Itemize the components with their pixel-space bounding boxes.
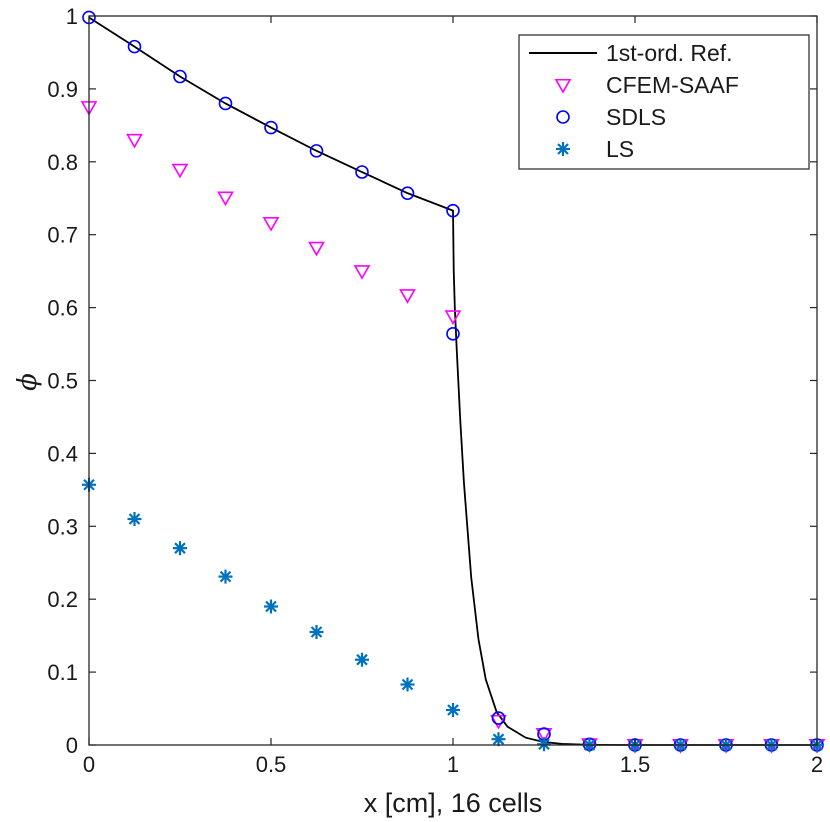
data-point-cfem-saaf <box>126 133 143 149</box>
data-point-sdls <box>264 120 278 135</box>
data-point-sdls <box>309 144 324 158</box>
data-point-ls <box>537 737 551 752</box>
data-point-cfem-saaf <box>308 241 325 257</box>
data-point-sdls <box>127 39 142 54</box>
y-tick-label: 0 <box>66 733 78 758</box>
y-axis-title: ϕ <box>13 373 43 391</box>
legend-label: CFEM-SAAF <box>606 72 739 98</box>
data-point-ls <box>173 541 187 556</box>
data-point-sdls <box>446 327 460 341</box>
data-point-cfem-saaf <box>262 216 280 232</box>
data-point-sdls <box>173 69 187 84</box>
legend-label: 1st-ord. Ref. <box>606 40 733 66</box>
y-tick-label: 1 <box>66 4 78 29</box>
data-point-ls <box>355 652 369 667</box>
x-tick-label: 0.5 <box>256 752 287 777</box>
x-tick-label: 1 <box>447 752 459 777</box>
legend-label: LS <box>606 136 634 162</box>
data-point-sdls <box>355 165 369 179</box>
ticks-layer: 0 0.5 1 1.5 2 0 0.1 0.2 0.3 0.4 0.5 0.6 0.7 0.8 0.9 1 <box>47 4 823 777</box>
data-point-ls <box>218 569 233 584</box>
x-tick-label: 2 <box>811 752 823 777</box>
y-tick-label: 0.4 <box>47 441 78 466</box>
data-point-cfem-saaf <box>217 191 234 207</box>
data-point-ls <box>309 625 324 640</box>
data-point-cfem-saaf <box>353 265 371 280</box>
x-tick-label: 1.5 <box>620 752 651 777</box>
data-point-cfem-saaf <box>490 714 507 730</box>
data-point-sdls <box>400 186 415 200</box>
y-tick-label: 0.5 <box>47 369 78 394</box>
data-point-sdls <box>446 203 460 218</box>
data-point-cfem-saaf <box>399 289 416 304</box>
y-tick-label: 0.7 <box>47 223 78 248</box>
x-axis-title: x [cm], 16 cells <box>364 788 543 818</box>
y-tick-label: 0.1 <box>47 660 78 685</box>
data-point-ls <box>264 599 278 614</box>
y-tick-label: 0.2 <box>47 587 78 612</box>
data-point-cfem-saaf <box>171 163 189 179</box>
data-point-ls <box>446 703 460 718</box>
data-point-ls <box>127 512 142 527</box>
y-tick-label: 0.3 <box>47 514 78 539</box>
legend-marker-ls <box>556 142 570 156</box>
y-tick-label: 0.6 <box>47 296 78 321</box>
y-tick-label: 0.8 <box>47 150 78 175</box>
data-point-ls <box>400 677 415 692</box>
data-point-sdls <box>218 96 233 111</box>
x-tick-label: 0 <box>83 752 95 777</box>
data-point-cfem-saaf <box>444 310 462 325</box>
data-point-sdls <box>491 711 506 725</box>
legend: 1st-ord. Ref. CFEM-SAAF SDLS LS <box>518 34 810 170</box>
legend-label: SDLS <box>606 104 666 130</box>
y-tick-label: 0.9 <box>47 77 78 102</box>
data-point-ls <box>491 732 506 747</box>
legend-marker-sdls <box>556 110 570 124</box>
legend-marker-cfem-saaf <box>554 78 572 94</box>
legend-box <box>518 34 810 170</box>
